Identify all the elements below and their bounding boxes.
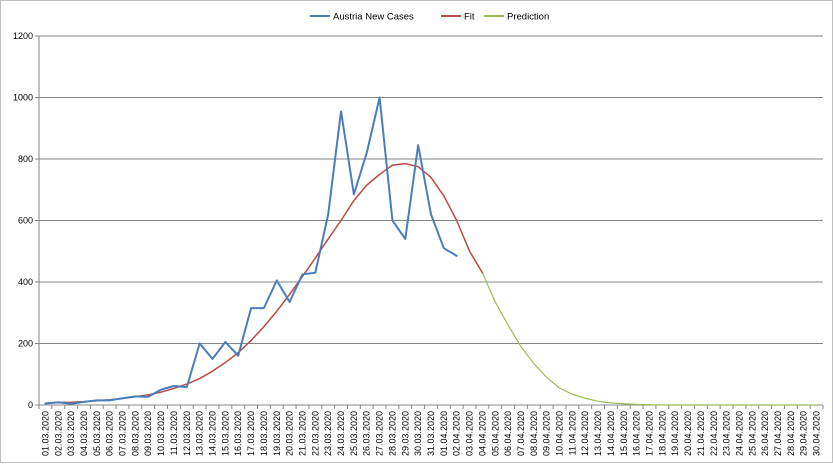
y-tick-label: 800 — [18, 154, 33, 164]
x-tick-label: 12.03.2020 — [182, 411, 192, 456]
x-tick-label: 05.03.2020 — [92, 411, 102, 456]
x-tick-label: 24.03.2020 — [336, 411, 346, 456]
legend-label-fit: Fit — [464, 12, 475, 23]
y-tick-label: 400 — [18, 277, 33, 287]
x-tick-label: 15.03.2020 — [220, 411, 230, 456]
x-tick-label: 07.04.2020 — [516, 411, 526, 456]
x-axis-tick-labels: 01.03.2020 02.03.2020 03.03.2020 04.03.2020… — [40, 411, 821, 456]
x-tick-label: 18.04.2020 — [657, 411, 667, 456]
x-tick-label: 02.03.2020 — [53, 411, 63, 456]
x-tick-label: 27.04.2020 — [773, 411, 783, 456]
x-tick-label: 25.04.2020 — [747, 411, 757, 456]
x-tick-label: 14.04.2020 — [606, 411, 616, 456]
x-tick-label: 30.04.2020 — [812, 411, 822, 456]
y-tick-label: 0 — [28, 400, 33, 410]
x-tick-label: 13.04.2020 — [593, 411, 603, 456]
x-tick-label: 19.03.2020 — [272, 411, 282, 456]
x-tick-label: 24.04.2020 — [734, 411, 744, 456]
x-tick-label: 16.04.2020 — [632, 411, 642, 456]
y-tick-label: 1000 — [13, 93, 33, 103]
x-tick-label: 01.04.2020 — [439, 411, 449, 456]
x-tick-label: 07.03.2020 — [118, 411, 128, 456]
y-tick-label: 1200 — [13, 31, 33, 41]
x-tick-label: 31.03.2020 — [426, 411, 436, 456]
x-tick-label: 12.04.2020 — [580, 411, 590, 456]
x-tick-label: 01.03.2020 — [40, 411, 50, 456]
x-tick-label: 02.04.2020 — [452, 411, 462, 456]
x-tick-label: 17.04.2020 — [644, 411, 654, 456]
x-tick-label: 25.03.2020 — [349, 411, 359, 456]
x-tick-label: 10.03.2020 — [156, 411, 166, 456]
series-line-fit — [44, 162, 484, 404]
x-tick-label: 20.04.2020 — [683, 411, 693, 456]
x-tick-label: 28.03.2020 — [387, 411, 397, 456]
x-tick-label: 17.03.2020 — [246, 411, 256, 456]
x-tick-label: 22.04.2020 — [709, 411, 719, 456]
x-tick-label: 11.04.2020 — [567, 411, 577, 455]
x-tick-label: 27.03.2020 — [375, 411, 385, 456]
legend-label-prediction: Prediction — [507, 12, 549, 23]
x-tick-label: 09.03.2020 — [143, 411, 153, 456]
series-line-austria-new-cases — [44, 96, 458, 405]
x-tick-label: 21.04.2020 — [696, 411, 706, 456]
x-tick-label: 10.04.2020 — [555, 411, 565, 456]
x-tick-label: 22.03.2020 — [310, 411, 320, 456]
x-tick-label: 16.03.2020 — [233, 411, 243, 456]
y-tick-label: 200 — [18, 339, 33, 349]
y-axis-tick-labels: 0 200 400 600 800 1000 1200 — [13, 31, 33, 410]
x-tick-label: 06.03.2020 — [105, 411, 115, 456]
x-tick-label: 26.03.2020 — [362, 411, 372, 456]
series-line-prediction — [44, 163, 818, 406]
x-tick-label: 21.03.2020 — [297, 411, 307, 456]
y-tick-label: 600 — [18, 216, 33, 226]
x-tick-label: 19.04.2020 — [670, 411, 680, 456]
x-tick-label: 08.03.2020 — [130, 411, 140, 456]
legend: Austria New Cases Fit Prediction — [310, 12, 549, 23]
x-tick-label: 23.04.2020 — [722, 411, 732, 456]
x-tick-label: 14.03.2020 — [208, 411, 218, 456]
x-tick-label: 04.03.2020 — [79, 411, 89, 456]
x-tick-label: 11.03.2020 — [169, 411, 179, 455]
x-tick-label: 29.04.2020 — [799, 411, 809, 456]
x-tick-label: 05.04.2020 — [490, 411, 500, 456]
x-tick-label: 18.03.2020 — [259, 411, 269, 456]
x-tick-label: 03.03.2020 — [66, 411, 76, 456]
x-tick-label: 23.03.2020 — [323, 411, 333, 456]
x-tick-label: 08.04.2020 — [529, 411, 539, 456]
x-tick-label: 03.04.2020 — [465, 411, 475, 456]
x-tick-label: 06.04.2020 — [503, 411, 513, 456]
x-tick-label: 20.03.2020 — [285, 411, 295, 456]
gridlines — [39, 35, 823, 344]
series-lines — [44, 96, 818, 406]
x-tick-label: 28.04.2020 — [786, 411, 796, 456]
x-tick-label: 29.03.2020 — [400, 411, 410, 456]
x-tick-label: 09.04.2020 — [542, 411, 552, 456]
x-tick-label: 13.03.2020 — [195, 411, 205, 456]
legend-label-austria-new-cases: Austria New Cases — [333, 12, 414, 23]
x-tick-label: 26.04.2020 — [760, 411, 770, 456]
x-tick-label: 04.04.2020 — [477, 411, 487, 456]
x-tick-label: 30.03.2020 — [413, 411, 423, 456]
axes — [35, 35, 824, 409]
x-tick-label: 15.04.2020 — [619, 411, 629, 456]
